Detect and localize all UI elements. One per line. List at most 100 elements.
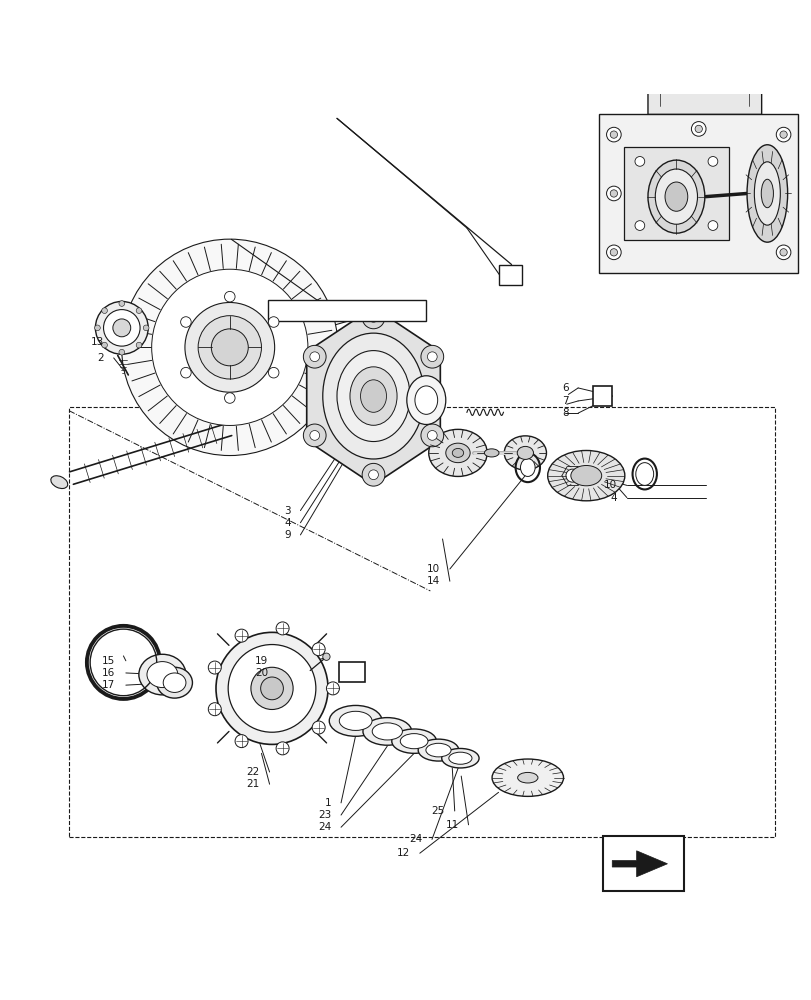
Text: 1: 1 [507, 270, 513, 280]
Ellipse shape [208, 703, 221, 716]
Text: 22: 22 [247, 767, 260, 777]
Ellipse shape [779, 249, 786, 256]
Text: 8: 8 [561, 408, 568, 418]
Text: 25.102.AC (16): 25.102.AC (16) [305, 306, 388, 316]
Ellipse shape [565, 469, 578, 482]
Ellipse shape [753, 162, 779, 225]
Ellipse shape [185, 302, 274, 392]
Ellipse shape [276, 742, 289, 755]
Ellipse shape [163, 673, 186, 692]
Ellipse shape [139, 654, 186, 695]
Text: 14: 14 [427, 576, 440, 586]
Ellipse shape [251, 667, 293, 709]
Ellipse shape [118, 301, 124, 306]
Ellipse shape [414, 386, 437, 414]
Ellipse shape [276, 622, 289, 635]
Bar [338, 662, 364, 682]
Ellipse shape [260, 677, 283, 700]
Ellipse shape [517, 772, 537, 783]
Text: 5: 5 [598, 390, 606, 403]
Bar [69, 407, 775, 837]
Text: 25: 25 [431, 806, 444, 816]
Ellipse shape [234, 735, 247, 748]
Text: 1: 1 [324, 798, 331, 808]
Ellipse shape [606, 245, 620, 260]
Ellipse shape [363, 718, 411, 745]
Ellipse shape [504, 436, 546, 470]
Text: 24: 24 [318, 822, 331, 832]
Text: 18: 18 [343, 666, 359, 679]
Ellipse shape [491, 759, 563, 796]
Ellipse shape [224, 291, 234, 302]
Ellipse shape [311, 721, 324, 734]
Ellipse shape [211, 329, 248, 366]
Polygon shape [599, 114, 797, 273]
Ellipse shape [634, 221, 644, 230]
Ellipse shape [610, 131, 616, 138]
Bar [592, 386, 611, 406]
Ellipse shape [606, 127, 620, 142]
Ellipse shape [310, 352, 320, 362]
Ellipse shape [452, 448, 463, 457]
Ellipse shape [664, 182, 687, 211]
Ellipse shape [136, 342, 142, 348]
Ellipse shape [610, 249, 616, 256]
Text: 6: 6 [561, 383, 568, 393]
Ellipse shape [326, 682, 339, 695]
Ellipse shape [328, 705, 381, 736]
Ellipse shape [707, 157, 717, 166]
Ellipse shape [610, 190, 616, 197]
Text: 16: 16 [102, 668, 115, 678]
Ellipse shape [520, 459, 534, 476]
Ellipse shape [103, 310, 139, 346]
Ellipse shape [180, 317, 191, 327]
Ellipse shape [360, 380, 386, 412]
Ellipse shape [208, 661, 221, 674]
Ellipse shape [350, 367, 397, 425]
Ellipse shape [118, 349, 124, 355]
Ellipse shape [268, 367, 279, 378]
Ellipse shape [371, 723, 402, 740]
Ellipse shape [51, 476, 67, 489]
Text: 19: 19 [255, 656, 268, 666]
Ellipse shape [322, 653, 329, 660]
Ellipse shape [122, 239, 337, 456]
Ellipse shape [310, 431, 320, 440]
Ellipse shape [180, 367, 191, 378]
Ellipse shape [95, 301, 148, 354]
Text: 13: 13 [91, 337, 104, 347]
Ellipse shape [198, 316, 261, 379]
Ellipse shape [235, 629, 248, 642]
Text: 23: 23 [318, 810, 331, 820]
Ellipse shape [339, 711, 371, 730]
Ellipse shape [362, 306, 384, 329]
Ellipse shape [427, 431, 436, 440]
Text: 10: 10 [603, 480, 616, 490]
Text: 20: 20 [255, 668, 268, 678]
Ellipse shape [228, 645, 315, 732]
Ellipse shape [445, 443, 470, 463]
Ellipse shape [691, 122, 706, 136]
Ellipse shape [547, 450, 624, 501]
Text: 24: 24 [409, 834, 422, 844]
Polygon shape [647, 74, 761, 114]
Ellipse shape [647, 160, 704, 233]
Ellipse shape [101, 308, 107, 313]
Ellipse shape [560, 464, 583, 487]
Ellipse shape [428, 429, 487, 476]
Ellipse shape [303, 424, 326, 447]
Ellipse shape [779, 131, 786, 138]
Text: 15: 15 [102, 656, 115, 666]
Ellipse shape [113, 319, 131, 337]
Ellipse shape [517, 446, 533, 459]
Bar [268, 300, 426, 321]
Ellipse shape [101, 342, 107, 348]
Text: 12: 12 [397, 848, 410, 858]
Ellipse shape [483, 449, 498, 457]
Polygon shape [611, 851, 667, 877]
Ellipse shape [775, 127, 790, 142]
Text: 9: 9 [284, 530, 290, 540]
Ellipse shape [224, 393, 234, 403]
Ellipse shape [362, 463, 384, 486]
Text: 17: 17 [102, 680, 115, 690]
